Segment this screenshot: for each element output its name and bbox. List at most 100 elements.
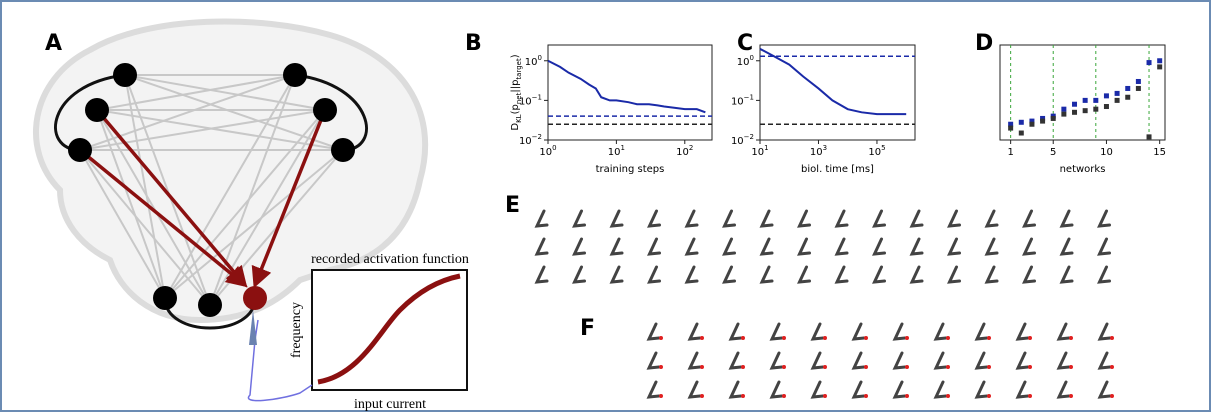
sample-marker bbox=[1028, 336, 1032, 340]
sample-image bbox=[1022, 209, 1036, 228]
x-axis-label: training steps bbox=[596, 164, 665, 175]
mean-curve bbox=[759, 47, 907, 116]
network-point bbox=[1135, 85, 1141, 91]
sample-marker bbox=[987, 394, 991, 398]
sample-marker bbox=[1069, 336, 1073, 340]
sample-marker bbox=[1110, 365, 1114, 369]
tick-exp: 1 bbox=[764, 144, 768, 152]
neuron bbox=[153, 286, 177, 310]
network-point bbox=[1008, 121, 1014, 127]
network-point bbox=[1103, 104, 1109, 110]
tick-exp: −1 bbox=[532, 93, 542, 101]
sample-image bbox=[728, 322, 743, 341]
tick-base: 10 bbox=[731, 136, 744, 147]
sample-image bbox=[872, 209, 886, 228]
gray-edge bbox=[96, 109, 166, 299]
red-edge bbox=[251, 109, 327, 289]
sample-image bbox=[684, 237, 699, 256]
tick-base: 10 bbox=[737, 57, 750, 68]
gray-edge bbox=[79, 74, 296, 151]
sample-image bbox=[984, 237, 999, 256]
inset-x-label: input current bbox=[354, 397, 426, 412]
gray-edge bbox=[124, 74, 326, 111]
panel-label: B bbox=[465, 31, 482, 56]
sample-marker bbox=[782, 394, 786, 398]
sample-image bbox=[722, 209, 736, 228]
gray-edge bbox=[124, 74, 344, 151]
sample-image bbox=[728, 351, 743, 370]
y-tick-label: 10−1 bbox=[731, 93, 754, 107]
sample-image bbox=[810, 380, 825, 399]
network bbox=[54, 63, 368, 330]
network-point bbox=[1029, 121, 1035, 127]
sample-image bbox=[609, 209, 624, 228]
sample-image bbox=[810, 351, 825, 370]
sample-marker bbox=[1028, 394, 1032, 398]
sample-image bbox=[797, 209, 811, 228]
gray-edge bbox=[96, 109, 344, 151]
x-tick-label: 101 bbox=[608, 144, 625, 158]
recorded-neuron bbox=[243, 286, 267, 310]
tick-exp: 1 bbox=[621, 144, 625, 152]
y-label-part: (p bbox=[510, 104, 521, 114]
sample-image bbox=[1056, 322, 1071, 341]
network-point bbox=[1061, 111, 1067, 117]
sample-marker bbox=[659, 365, 663, 369]
panel-label: A bbox=[45, 31, 62, 56]
y-axis-label: DKL(pnet||ptarget) bbox=[510, 54, 523, 130]
network-point bbox=[1050, 115, 1056, 121]
tick-base: 10 bbox=[868, 147, 881, 158]
sample-image bbox=[1097, 209, 1111, 228]
sample-image bbox=[834, 209, 849, 228]
neuron bbox=[198, 293, 222, 317]
network-point bbox=[1082, 97, 1088, 103]
tick-base: 10 bbox=[731, 96, 744, 107]
sample-image bbox=[947, 265, 961, 284]
y-label-part: KL bbox=[515, 114, 523, 123]
neuron bbox=[331, 138, 355, 162]
gray-edge bbox=[79, 149, 166, 299]
network-point bbox=[1040, 115, 1046, 121]
x-tick-label: 100 bbox=[539, 144, 556, 158]
tick-exp: 5 bbox=[881, 144, 885, 152]
sample-image bbox=[769, 351, 784, 370]
sample-marker bbox=[987, 336, 991, 340]
y-label-part: D bbox=[510, 123, 521, 131]
y-tick-label: 10−1 bbox=[519, 93, 542, 107]
tick-base: 10 bbox=[539, 147, 552, 158]
sample-image bbox=[1059, 209, 1074, 228]
sample-marker bbox=[700, 365, 704, 369]
sample-image bbox=[759, 209, 774, 228]
network-point bbox=[1125, 85, 1131, 91]
y-label-part: target bbox=[515, 58, 523, 80]
sample-marker bbox=[659, 394, 663, 398]
network-point bbox=[1103, 93, 1109, 99]
sample-marker bbox=[905, 394, 909, 398]
sample-image bbox=[851, 380, 866, 399]
y-tick-label: 10−2 bbox=[731, 133, 754, 147]
y-tick-label: 100 bbox=[525, 54, 542, 68]
y-label-part: net bbox=[515, 92, 523, 104]
sample-image bbox=[984, 265, 999, 284]
neuron bbox=[113, 63, 137, 87]
cluster-arc bbox=[54, 73, 126, 152]
tick-base: 10 bbox=[810, 147, 823, 158]
x-tick-label: 10 bbox=[1100, 147, 1113, 158]
red-edge bbox=[95, 108, 248, 288]
sample-image bbox=[974, 351, 989, 370]
network-point bbox=[1008, 125, 1014, 131]
sample-marker bbox=[1069, 394, 1073, 398]
probe bbox=[249, 310, 257, 345]
sample-image bbox=[1015, 380, 1030, 399]
sample-image bbox=[646, 322, 661, 341]
sample-image bbox=[534, 265, 549, 284]
sample-image bbox=[984, 209, 999, 228]
x-tick-label: 105 bbox=[868, 144, 885, 158]
sample-image bbox=[609, 237, 624, 256]
sample-image bbox=[647, 265, 661, 284]
sample-image bbox=[534, 209, 549, 228]
neuron bbox=[68, 138, 92, 162]
sample-image bbox=[1056, 380, 1071, 399]
sample-marker bbox=[1069, 365, 1073, 369]
